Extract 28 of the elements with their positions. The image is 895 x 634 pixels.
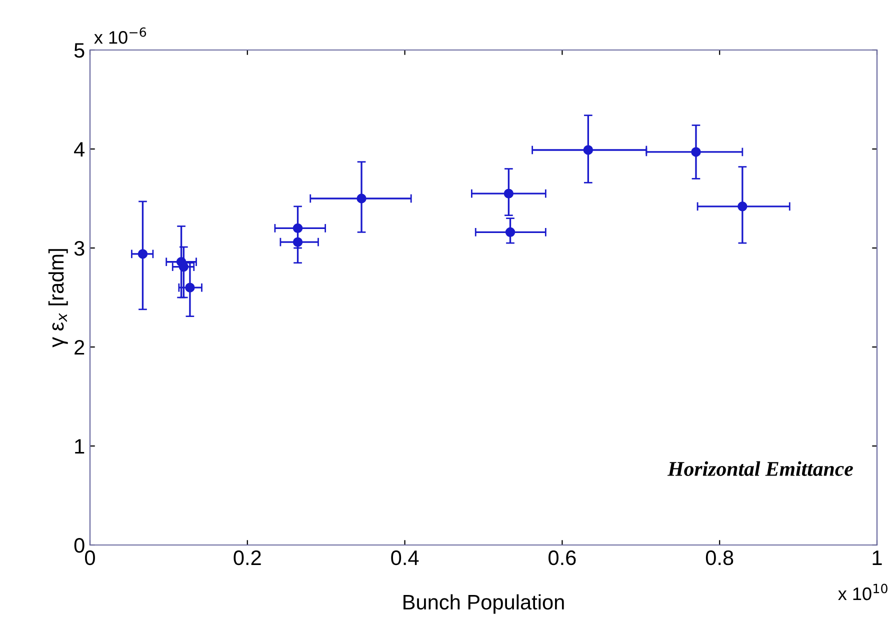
y-tick-label: 3 [74, 241, 84, 256]
y-tick-label: 2 [74, 340, 84, 355]
y-tick-label: 1 [75, 439, 84, 454]
x-tick-label: 0.4 [391, 550, 419, 566]
point [505, 227, 516, 238]
text: x 10$^{−6}$ [94, 27, 146, 44]
x-tick-label: 1 [872, 550, 882, 565]
point [738, 202, 748, 212]
point [583, 145, 594, 155]
x-axis-title: Bunch Population [404, 594, 564, 614]
y-tick-label: 4 [74, 142, 85, 157]
y-tick-label: 5 [74, 43, 84, 58]
annotation: Horizontal Emittance [667, 461, 853, 476]
y-axis-title: γ ε$_{x}$ [radm] [48, 249, 68, 348]
y-tick-label: 0 [74, 538, 84, 553]
point [185, 282, 195, 292]
x-tick-label: 0 [85, 550, 95, 566]
x-tick-label: 0.8 [706, 550, 734, 566]
point [178, 262, 189, 272]
point [691, 147, 701, 157]
point [138, 249, 148, 259]
x-tick-label: 0.2 [234, 550, 261, 566]
x-tick-label: 0.6 [548, 550, 576, 566]
point [292, 223, 303, 234]
point [356, 194, 366, 204]
point [292, 237, 303, 247]
point [504, 188, 514, 198]
text: x 10$^{10}$ [838, 584, 888, 600]
